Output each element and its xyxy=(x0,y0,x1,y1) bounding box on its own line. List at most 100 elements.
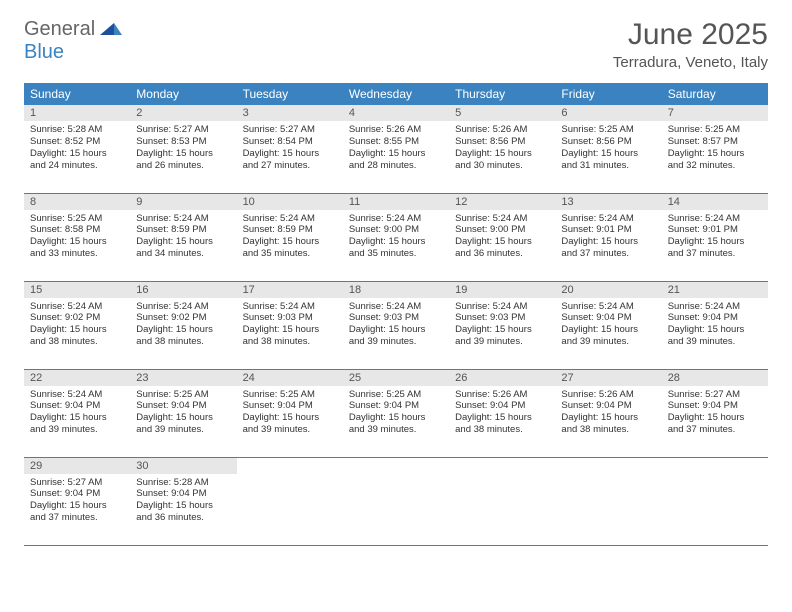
day-body: Sunrise: 5:24 AMSunset: 9:03 PMDaylight:… xyxy=(237,298,343,355)
daylight-text-2: and 38 minutes. xyxy=(30,336,124,348)
calendar-day-cell: 21Sunrise: 5:24 AMSunset: 9:04 PMDayligh… xyxy=(662,281,768,369)
day-number: 1 xyxy=(24,105,130,121)
calendar-day-cell: 6Sunrise: 5:25 AMSunset: 8:56 PMDaylight… xyxy=(555,105,661,193)
day-number: 21 xyxy=(662,282,768,298)
sunset-text: Sunset: 9:02 PM xyxy=(30,312,124,324)
daylight-text-1: Daylight: 15 hours xyxy=(349,236,443,248)
calendar-day-cell xyxy=(237,457,343,545)
sunrise-text: Sunrise: 5:24 AM xyxy=(136,301,230,313)
sunrise-text: Sunrise: 5:24 AM xyxy=(349,213,443,225)
daylight-text-2: and 31 minutes. xyxy=(561,160,655,172)
sunset-text: Sunset: 9:04 PM xyxy=(349,400,443,412)
day-body: Sunrise: 5:24 AMSunset: 9:01 PMDaylight:… xyxy=(662,210,768,267)
sunrise-text: Sunrise: 5:27 AM xyxy=(668,389,762,401)
logo-text-bottom: Blue xyxy=(24,41,122,64)
day-body: Sunrise: 5:24 AMSunset: 9:04 PMDaylight:… xyxy=(24,386,130,443)
sunset-text: Sunset: 9:04 PM xyxy=(668,312,762,324)
daylight-text-2: and 39 minutes. xyxy=(561,336,655,348)
calendar-week-row: 15Sunrise: 5:24 AMSunset: 9:02 PMDayligh… xyxy=(24,281,768,369)
sunrise-text: Sunrise: 5:26 AM xyxy=(349,124,443,136)
day-number: 12 xyxy=(449,194,555,210)
day-body: Sunrise: 5:24 AMSunset: 9:01 PMDaylight:… xyxy=(555,210,661,267)
sunrise-text: Sunrise: 5:24 AM xyxy=(243,213,337,225)
daylight-text-2: and 36 minutes. xyxy=(455,248,549,260)
calendar-day-cell: 14Sunrise: 5:24 AMSunset: 9:01 PMDayligh… xyxy=(662,193,768,281)
calendar-day-cell: 29Sunrise: 5:27 AMSunset: 9:04 PMDayligh… xyxy=(24,457,130,545)
day-body: Sunrise: 5:24 AMSunset: 9:00 PMDaylight:… xyxy=(449,210,555,267)
day-body: Sunrise: 5:24 AMSunset: 9:04 PMDaylight:… xyxy=(555,298,661,355)
day-number: 22 xyxy=(24,370,130,386)
day-number: 10 xyxy=(237,194,343,210)
day-number: 16 xyxy=(130,282,236,298)
daylight-text-2: and 37 minutes. xyxy=(668,424,762,436)
daylight-text-1: Daylight: 15 hours xyxy=(243,148,337,160)
day-body: Sunrise: 5:24 AMSunset: 9:04 PMDaylight:… xyxy=(662,298,768,355)
calendar-day-cell: 28Sunrise: 5:27 AMSunset: 9:04 PMDayligh… xyxy=(662,369,768,457)
daylight-text-2: and 39 minutes. xyxy=(349,336,443,348)
calendar-day-cell xyxy=(449,457,555,545)
daylight-text-1: Daylight: 15 hours xyxy=(455,324,549,336)
daylight-text-1: Daylight: 15 hours xyxy=(30,324,124,336)
daylight-text-1: Daylight: 15 hours xyxy=(243,236,337,248)
sunrise-text: Sunrise: 5:27 AM xyxy=(136,124,230,136)
calendar-week-row: 8Sunrise: 5:25 AMSunset: 8:58 PMDaylight… xyxy=(24,193,768,281)
day-body: Sunrise: 5:25 AMSunset: 9:04 PMDaylight:… xyxy=(343,386,449,443)
sunset-text: Sunset: 8:56 PM xyxy=(561,136,655,148)
daylight-text-2: and 32 minutes. xyxy=(668,160,762,172)
daylight-text-1: Daylight: 15 hours xyxy=(30,148,124,160)
calendar-day-cell: 7Sunrise: 5:25 AMSunset: 8:57 PMDaylight… xyxy=(662,105,768,193)
day-number: 3 xyxy=(237,105,343,121)
sunset-text: Sunset: 9:04 PM xyxy=(136,488,230,500)
sunrise-text: Sunrise: 5:25 AM xyxy=(349,389,443,401)
weekday-header: Sunday xyxy=(24,83,130,105)
sunset-text: Sunset: 8:56 PM xyxy=(455,136,549,148)
calendar-day-cell: 18Sunrise: 5:24 AMSunset: 9:03 PMDayligh… xyxy=(343,281,449,369)
day-body: Sunrise: 5:27 AMSunset: 9:04 PMDaylight:… xyxy=(24,474,130,531)
daylight-text-2: and 39 minutes. xyxy=(349,424,443,436)
day-number: 19 xyxy=(449,282,555,298)
sunset-text: Sunset: 9:04 PM xyxy=(136,400,230,412)
sunrise-text: Sunrise: 5:24 AM xyxy=(561,301,655,313)
day-body: Sunrise: 5:27 AMSunset: 8:54 PMDaylight:… xyxy=(237,121,343,178)
sunset-text: Sunset: 8:59 PM xyxy=(136,224,230,236)
day-body: Sunrise: 5:24 AMSunset: 9:03 PMDaylight:… xyxy=(449,298,555,355)
weekday-header: Thursday xyxy=(449,83,555,105)
calendar-day-cell: 19Sunrise: 5:24 AMSunset: 9:03 PMDayligh… xyxy=(449,281,555,369)
sunrise-text: Sunrise: 5:26 AM xyxy=(561,389,655,401)
daylight-text-2: and 39 minutes. xyxy=(243,424,337,436)
day-number: 25 xyxy=(343,370,449,386)
calendar-day-cell: 16Sunrise: 5:24 AMSunset: 9:02 PMDayligh… xyxy=(130,281,236,369)
daylight-text-1: Daylight: 15 hours xyxy=(243,412,337,424)
sunrise-text: Sunrise: 5:25 AM xyxy=(136,389,230,401)
day-body: Sunrise: 5:24 AMSunset: 9:02 PMDaylight:… xyxy=(24,298,130,355)
day-number: 24 xyxy=(237,370,343,386)
sunrise-text: Sunrise: 5:25 AM xyxy=(30,213,124,225)
calendar-day-cell: 8Sunrise: 5:25 AMSunset: 8:58 PMDaylight… xyxy=(24,193,130,281)
day-body: Sunrise: 5:28 AMSunset: 8:52 PMDaylight:… xyxy=(24,121,130,178)
day-body: Sunrise: 5:26 AMSunset: 8:55 PMDaylight:… xyxy=(343,121,449,178)
day-body: Sunrise: 5:25 AMSunset: 8:57 PMDaylight:… xyxy=(662,121,768,178)
sunset-text: Sunset: 9:04 PM xyxy=(668,400,762,412)
sunrise-text: Sunrise: 5:28 AM xyxy=(136,477,230,489)
calendar-day-cell: 11Sunrise: 5:24 AMSunset: 9:00 PMDayligh… xyxy=(343,193,449,281)
sunrise-text: Sunrise: 5:24 AM xyxy=(243,301,337,313)
day-number: 2 xyxy=(130,105,236,121)
day-number: 15 xyxy=(24,282,130,298)
daylight-text-2: and 38 minutes. xyxy=(455,424,549,436)
sunrise-text: Sunrise: 5:27 AM xyxy=(243,124,337,136)
daylight-text-1: Daylight: 15 hours xyxy=(136,236,230,248)
day-number: 17 xyxy=(237,282,343,298)
day-number: 6 xyxy=(555,105,661,121)
day-body: Sunrise: 5:25 AMSunset: 8:58 PMDaylight:… xyxy=(24,210,130,267)
daylight-text-2: and 35 minutes. xyxy=(243,248,337,260)
calendar-day-cell: 24Sunrise: 5:25 AMSunset: 9:04 PMDayligh… xyxy=(237,369,343,457)
daylight-text-1: Daylight: 15 hours xyxy=(561,148,655,160)
calendar-day-cell: 4Sunrise: 5:26 AMSunset: 8:55 PMDaylight… xyxy=(343,105,449,193)
daylight-text-2: and 34 minutes. xyxy=(136,248,230,260)
calendar-day-cell: 13Sunrise: 5:24 AMSunset: 9:01 PMDayligh… xyxy=(555,193,661,281)
day-number: 8 xyxy=(24,194,130,210)
day-body: Sunrise: 5:27 AMSunset: 9:04 PMDaylight:… xyxy=(662,386,768,443)
calendar-day-cell: 5Sunrise: 5:26 AMSunset: 8:56 PMDaylight… xyxy=(449,105,555,193)
daylight-text-1: Daylight: 15 hours xyxy=(243,324,337,336)
weekday-header-row: Sunday Monday Tuesday Wednesday Thursday… xyxy=(24,83,768,105)
